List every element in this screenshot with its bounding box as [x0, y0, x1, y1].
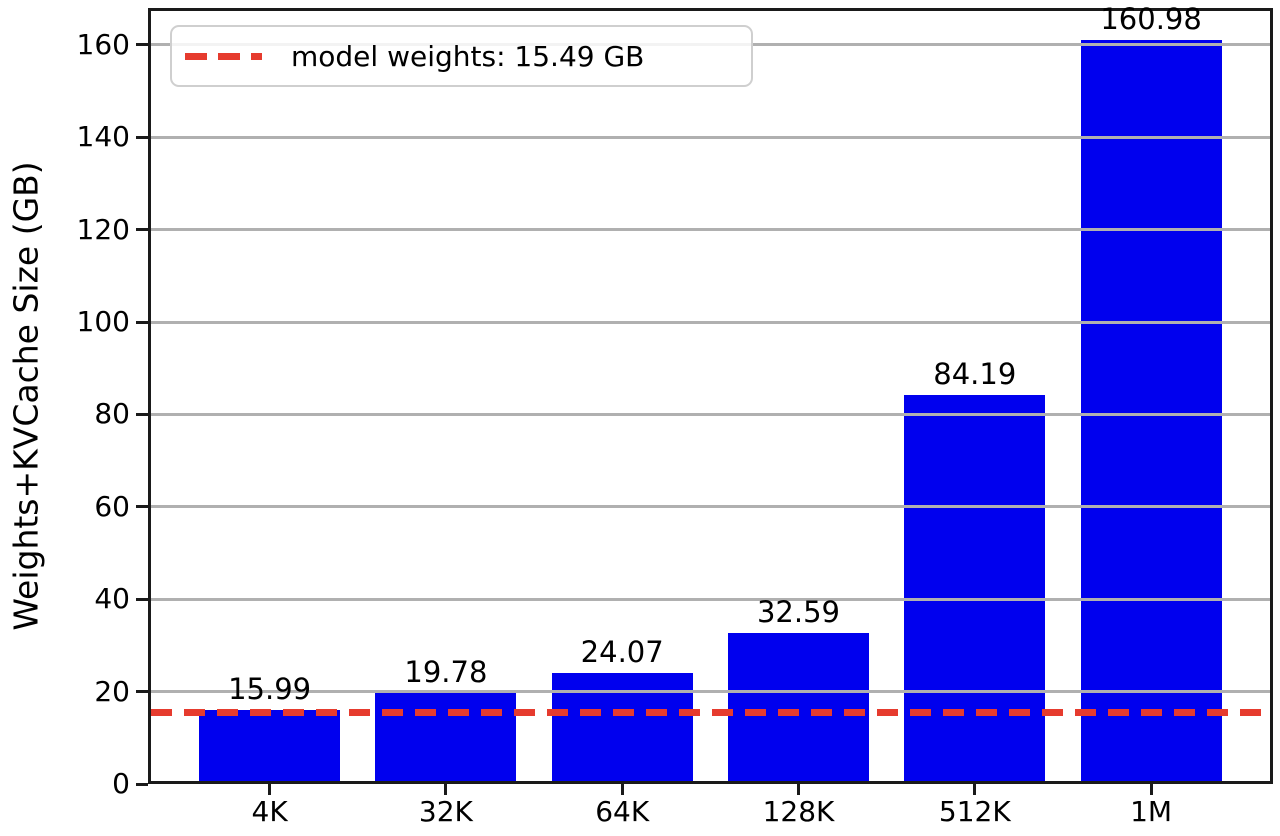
bar-value-label: 19.78 — [404, 654, 488, 689]
bar-value-label: 160.98 — [1100, 2, 1202, 37]
gridline-120 — [151, 228, 1270, 232]
y-tick-mark — [136, 505, 148, 509]
y-tick-mark — [136, 320, 148, 324]
y-tick-label: 0 — [112, 767, 130, 800]
y-tick-mark — [136, 43, 148, 47]
gridline-100 — [151, 320, 1270, 324]
gridline-60 — [151, 505, 1270, 509]
bar-128K — [728, 633, 869, 784]
bar-value-label: 84.19 — [933, 357, 1017, 392]
legend-label: model weights: 15.49 GB — [291, 39, 645, 73]
x-tick-mark — [620, 784, 624, 795]
x-tick-mark — [1149, 784, 1153, 795]
dashed-line-legend-swatch — [185, 52, 262, 60]
gridline-80 — [151, 412, 1270, 416]
x-tick-label-1M: 1M — [1130, 795, 1173, 828]
bar-4K — [199, 710, 341, 784]
y-tick-label: 120 — [76, 212, 130, 246]
y-tick-label: 80 — [94, 397, 130, 431]
bar-32K — [375, 692, 517, 784]
y-tick-label: 160 — [76, 27, 130, 61]
y-tick-mark — [136, 597, 148, 601]
x-tick-label-128K: 128K — [762, 795, 835, 828]
x-tick-mark — [797, 784, 800, 795]
bar-value-label: 15.99 — [228, 672, 312, 707]
model-weights-refline — [151, 708, 1270, 716]
y-tick-label: 60 — [94, 489, 130, 523]
x-tick-mark — [268, 784, 272, 795]
x-tick-mark — [444, 784, 448, 795]
gridline-140 — [151, 135, 1270, 139]
x-tick-label-512K: 512K — [938, 795, 1011, 828]
y-tick-label: 140 — [76, 120, 130, 154]
y-tick-label: 40 — [94, 582, 130, 616]
y-tick-mark — [136, 690, 148, 694]
x-tick-label-4K: 4K — [251, 795, 288, 828]
legend: model weights: 15.49 GB — [170, 25, 753, 87]
bar-1M — [1080, 40, 1222, 784]
y-tick-mark — [136, 782, 148, 786]
x-tick-mark — [973, 784, 977, 795]
x-tick-label-64K: 64K — [595, 795, 650, 828]
bar-512K — [904, 395, 1046, 784]
bar-value-label: 32.59 — [756, 595, 841, 630]
y-tick-mark — [136, 135, 148, 139]
y-tick-mark — [136, 228, 148, 232]
gridline-20 — [151, 690, 1270, 694]
gridline-40 — [151, 597, 1270, 601]
bar-value-label: 24.07 — [580, 634, 664, 669]
y-tick-label: 20 — [94, 674, 130, 708]
x-tick-label-32K: 32K — [418, 795, 473, 828]
y-tick-mark — [136, 412, 148, 416]
y-tick-label: 100 — [76, 305, 130, 339]
